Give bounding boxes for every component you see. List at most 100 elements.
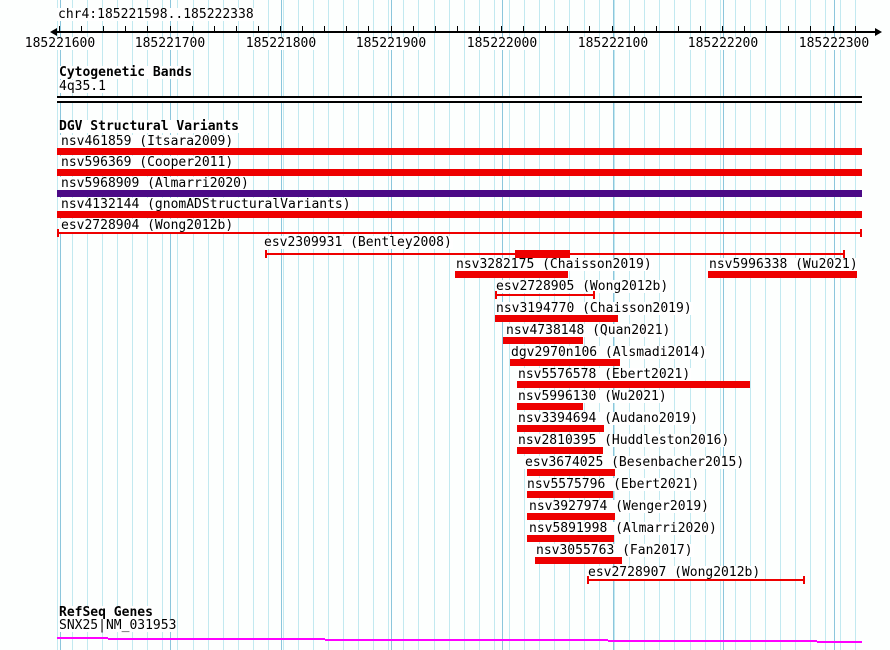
variant-label[interactable]: esv2728907 (Wong2012b) — [587, 565, 762, 580]
ruler-tick — [456, 26, 458, 31]
variant-bar[interactable] — [495, 315, 618, 322]
variant-bar[interactable] — [455, 271, 568, 278]
variant-label[interactable]: nsv3927974 (Wenger2019) — [528, 499, 711, 514]
variant-label[interactable]: esv2728905 (Wong2012b) — [495, 279, 670, 294]
grid-minor-line — [117, 0, 119, 650]
variant-bar[interactable] — [57, 211, 862, 218]
grid-major-line — [170, 0, 171, 650]
gene-line-segment[interactable] — [508, 639, 608, 641]
variant-bar[interactable] — [708, 271, 857, 278]
gene-line-segment[interactable] — [608, 640, 710, 642]
variant-bar-segment[interactable] — [515, 250, 570, 258]
variant-label[interactable]: nsv3282175 (Chaisson2019) — [455, 257, 653, 272]
variant-label[interactable]: nsv5576578 (Ebert2021) — [517, 367, 692, 382]
variant-label[interactable]: esv3674025 (Besenbacher2015) — [524, 455, 746, 470]
ruler-tick — [766, 26, 768, 31]
ruler-tick — [788, 26, 790, 31]
variant-label[interactable]: nsv5575796 (Ebert2021) — [526, 477, 701, 492]
ruler-tick — [434, 26, 436, 31]
grid-minor-line — [840, 0, 842, 650]
grid-minor-line — [147, 0, 149, 650]
grid-minor-line — [297, 0, 299, 650]
ruler-tick — [611, 26, 613, 31]
cytoband-name-label: 4q35.1 — [58, 79, 107, 94]
grid-minor-line — [237, 0, 239, 650]
variant-bar[interactable] — [517, 381, 750, 388]
ruler-coordinate-label: 185221800 — [244, 36, 318, 51]
ruler-coordinate-label: 185222100 — [576, 36, 650, 51]
variant-range-right-tick — [803, 576, 805, 584]
grid-minor-line — [463, 0, 465, 650]
grid-minor-line — [222, 0, 224, 650]
variant-label[interactable]: nsv596369 (Cooper2011) — [60, 155, 235, 170]
grid-minor-line — [313, 0, 315, 650]
variant-label[interactable]: nsv5891998 (Almarri2020) — [528, 521, 718, 536]
ruler-coordinate-label: 185222300 — [797, 36, 871, 51]
ruler-tick — [390, 26, 392, 31]
variant-bar[interactable] — [527, 513, 615, 520]
ruler-tick — [346, 26, 348, 31]
variant-bar[interactable] — [57, 190, 862, 197]
grid-minor-line — [207, 0, 209, 650]
variant-label[interactable]: nsv3194770 (Chaisson2019) — [495, 301, 693, 316]
variant-label[interactable]: esv2728904 (Wong2012b) — [60, 218, 235, 233]
variant-label[interactable]: dgv2970n106 (Alsmadi2014) — [510, 345, 708, 360]
variant-label[interactable]: esv2309931 (Bentley2008) — [263, 235, 453, 250]
variant-bar[interactable] — [527, 469, 615, 476]
variant-label[interactable]: nsv3055763 (Fan2017) — [535, 543, 694, 558]
variant-range[interactable] — [57, 229, 862, 237]
variant-label[interactable]: nsv461859 (Itsara2009) — [60, 134, 235, 149]
variant-range-left-tick — [495, 291, 497, 299]
grid-minor-line — [493, 0, 495, 650]
ruler-tick — [368, 26, 370, 31]
grid-minor-line — [177, 0, 179, 650]
ruler-tick — [633, 26, 635, 31]
variant-range[interactable] — [495, 291, 595, 299]
variant-bar[interactable] — [517, 447, 603, 454]
variant-bar[interactable] — [510, 359, 620, 366]
variant-label[interactable]: nsv5996338 (Wu2021) — [708, 257, 859, 272]
variant-bar[interactable] — [503, 337, 583, 344]
ruler-coordinate-label: 185222200 — [686, 36, 760, 51]
variant-bar[interactable] — [517, 403, 583, 410]
ruler-tick — [744, 26, 746, 31]
variant-label[interactable]: nsv4738148 (Quan2021) — [505, 323, 672, 338]
variant-label[interactable]: nsv2810395 (Huddleston2016) — [517, 433, 731, 448]
variant-bar[interactable] — [527, 491, 613, 498]
gene-line-segment[interactable] — [325, 639, 508, 641]
ruler-tick — [147, 26, 149, 31]
grid-minor-line — [102, 0, 104, 650]
cytoband-bar[interactable] — [57, 96, 862, 103]
variant-label[interactable]: nsv5996130 (Wu2021) — [517, 389, 668, 404]
variant-label[interactable]: nsv4132144 (gnomADStructuralVariants) — [60, 197, 352, 212]
variant-bar[interactable] — [57, 169, 862, 176]
variant-bar[interactable] — [535, 557, 622, 564]
gene-line-segment[interactable] — [817, 641, 862, 643]
grid-minor-line — [674, 0, 676, 650]
grid-major-line — [60, 0, 61, 650]
gene-line-segment[interactable] — [710, 640, 817, 642]
grid-minor-line — [764, 0, 766, 650]
grid-minor-line — [343, 0, 345, 650]
ruler-coordinate-label: 185221900 — [354, 36, 428, 51]
variant-label[interactable]: nsv3394694 (Audano2019) — [517, 411, 700, 426]
variant-bar[interactable] — [517, 425, 604, 432]
grid-major-line — [834, 0, 835, 650]
ruler-tick — [235, 26, 237, 31]
variant-bar[interactable] — [57, 148, 862, 155]
variant-range[interactable] — [587, 576, 805, 584]
variant-bar[interactable] — [527, 535, 614, 542]
grid-minor-line — [388, 0, 390, 650]
grid-major-line — [281, 0, 282, 650]
variant-label[interactable]: nsv5968909 (Almarri2020) — [60, 176, 250, 191]
ruler-tick — [81, 26, 83, 31]
grid-minor-line — [810, 0, 811, 650]
gene-line-segment[interactable] — [108, 638, 210, 640]
ruler-tick — [478, 26, 480, 31]
grid-minor-line — [448, 0, 450, 650]
variant-range-right-tick — [593, 291, 595, 299]
refseq-section-title: RefSeq Genes — [58, 605, 154, 620]
gene-line-segment[interactable] — [210, 638, 325, 640]
gene-line-segment[interactable] — [57, 637, 108, 639]
